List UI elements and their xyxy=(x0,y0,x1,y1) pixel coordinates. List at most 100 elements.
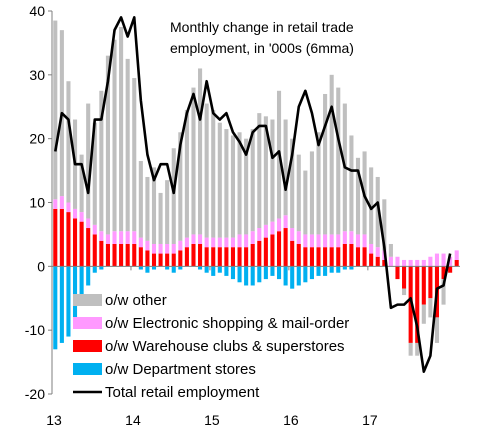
bar-segment xyxy=(171,266,176,273)
bar-segment xyxy=(165,243,170,254)
bar-segment xyxy=(336,266,341,273)
bar-segment xyxy=(211,109,216,238)
bar-segment xyxy=(184,237,189,248)
bar-segment xyxy=(369,253,374,267)
bar-segment xyxy=(395,256,400,267)
bar-segment xyxy=(165,180,170,244)
bar-segment xyxy=(53,199,58,209)
bar-segment xyxy=(79,221,84,267)
bar-segment xyxy=(92,224,97,235)
bar-segment xyxy=(211,247,216,267)
bar-segment xyxy=(349,231,354,244)
bar-segment xyxy=(270,221,275,235)
bar-segment xyxy=(198,234,203,244)
bar-segment xyxy=(283,266,288,286)
bar-segment xyxy=(342,231,347,244)
bar-segment xyxy=(355,234,361,248)
bar-segment xyxy=(434,253,440,267)
bar-segment xyxy=(441,279,446,305)
bar-segment xyxy=(402,259,407,267)
bar-segment xyxy=(72,208,78,219)
bar-segment xyxy=(303,170,308,235)
bar-segment xyxy=(257,266,262,283)
y-tick-label: 30 xyxy=(29,67,45,83)
bar-segment xyxy=(323,266,328,276)
bar-segment xyxy=(290,228,295,241)
bar-segment xyxy=(99,240,104,267)
bar-segment xyxy=(316,234,321,248)
legend-swatch xyxy=(73,363,102,375)
bar-segment xyxy=(230,237,236,248)
bar-segment xyxy=(309,247,314,267)
bar-segment xyxy=(276,231,282,267)
bar-segment xyxy=(86,218,91,229)
bar-segment xyxy=(66,266,71,337)
bar-segment xyxy=(283,119,288,216)
bar-segment xyxy=(92,266,97,273)
bar-segment xyxy=(303,247,308,267)
bar-segment xyxy=(105,234,110,244)
bar-segment xyxy=(408,266,413,343)
bar-segment xyxy=(158,253,163,267)
line-layer xyxy=(54,16,452,373)
bar-segment xyxy=(448,266,453,273)
bar-segment xyxy=(375,256,380,267)
bar-segment xyxy=(204,103,209,238)
bar-segment xyxy=(323,234,328,248)
bar-segment xyxy=(428,266,433,299)
y-tick-label: -20 xyxy=(25,386,45,402)
bar-segment xyxy=(303,234,308,248)
bar-segment xyxy=(86,228,91,267)
bar-segment xyxy=(171,253,176,267)
bar-segment xyxy=(158,243,163,254)
bar-segment xyxy=(211,237,216,248)
bar-segment xyxy=(165,266,170,270)
bar-segment xyxy=(342,266,347,270)
bar-segment xyxy=(263,237,268,267)
bar-segment xyxy=(434,317,440,343)
bar-segment xyxy=(250,266,255,286)
bar-segment xyxy=(178,240,183,251)
bar-segment xyxy=(53,208,58,267)
x-tick-label: 16 xyxy=(283,412,299,428)
legend-swatch xyxy=(73,340,102,352)
bar-segment xyxy=(283,215,288,229)
bar-segment xyxy=(99,90,104,232)
bar-segment xyxy=(217,247,222,267)
bar-segment xyxy=(303,266,308,283)
bar-segment xyxy=(99,266,104,270)
bar-segment xyxy=(244,138,249,235)
bar-segment xyxy=(171,243,176,254)
bar-segment xyxy=(415,259,420,267)
bar-segment xyxy=(145,250,150,267)
bar-segment xyxy=(296,231,301,244)
x-tick-label: 14 xyxy=(125,412,141,428)
bar-segment xyxy=(105,55,110,235)
y-tick-label: 10 xyxy=(29,195,45,211)
legend-label: o/w Electronic shopping & mail-order xyxy=(105,315,349,332)
legend: o/w other o/w Electronic shopping & mail-… xyxy=(73,292,349,401)
bar-segment xyxy=(290,240,295,267)
bar-segment xyxy=(355,157,361,235)
bar-segment xyxy=(230,135,236,238)
bar-segment xyxy=(224,129,229,238)
bar-segment xyxy=(237,234,242,248)
bar-segment xyxy=(66,212,71,267)
bar-segment xyxy=(112,231,117,244)
bar-segment xyxy=(204,247,209,267)
bar-segment xyxy=(145,266,150,273)
bar-segment xyxy=(270,266,275,276)
bar-segment xyxy=(257,113,262,229)
legend-label: o/w Warehouse clubs & superstores xyxy=(105,338,345,355)
bar-segment xyxy=(296,243,301,267)
bar-segment xyxy=(329,234,334,248)
bar-segment xyxy=(244,234,249,248)
bar-segment xyxy=(263,266,268,280)
bar-segment xyxy=(276,218,282,232)
bar-segment xyxy=(217,237,222,248)
bar-segment xyxy=(79,266,84,299)
bar-segment xyxy=(191,87,196,235)
bar-segment xyxy=(421,266,426,305)
bar-segment xyxy=(86,266,91,286)
x-tick-label: 15 xyxy=(204,412,220,428)
